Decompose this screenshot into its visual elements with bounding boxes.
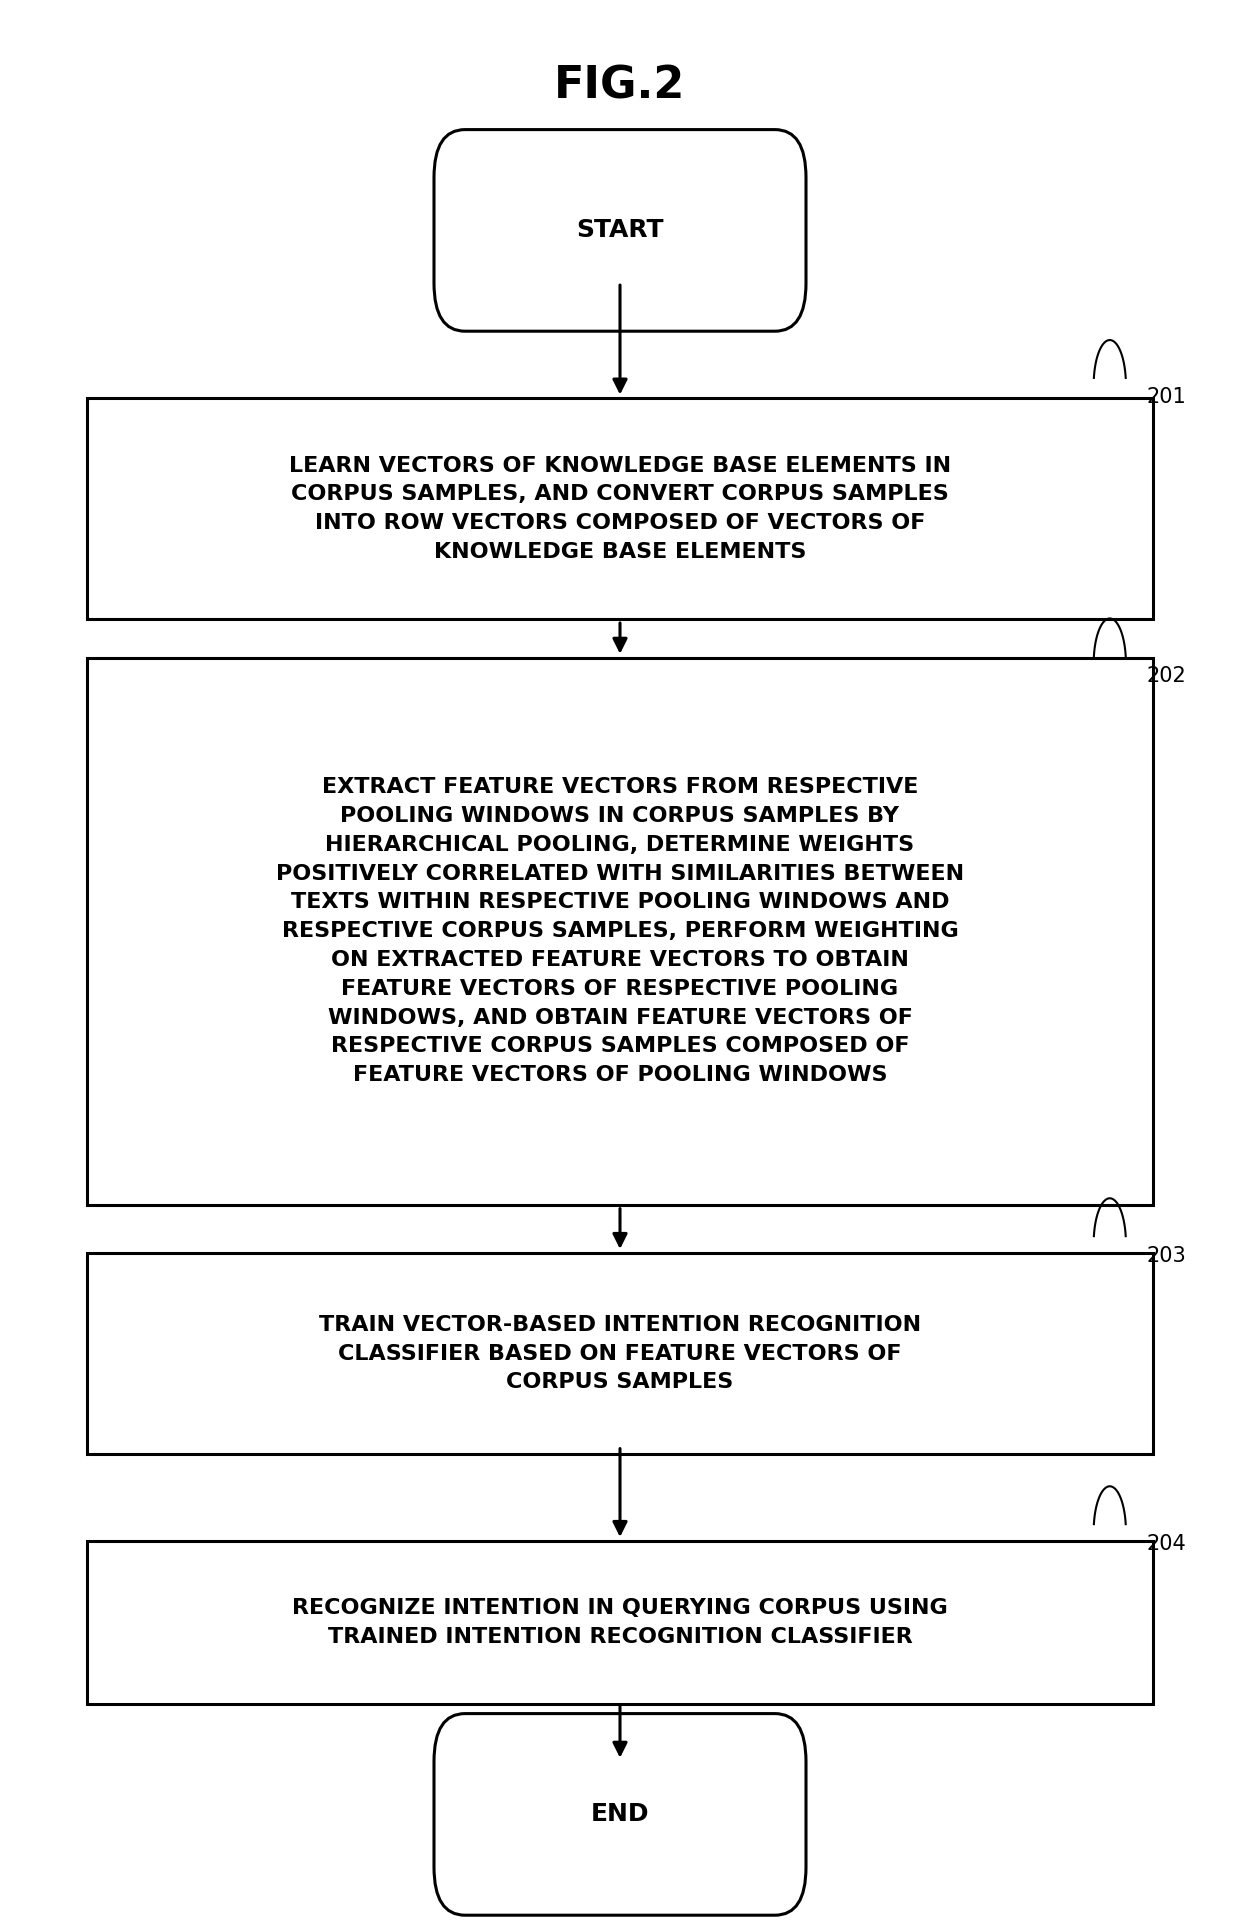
Text: 204: 204 xyxy=(1147,1534,1187,1553)
Text: 202: 202 xyxy=(1147,666,1187,685)
Text: FIG.2: FIG.2 xyxy=(554,65,686,108)
Text: TRAIN VECTOR-BASED INTENTION RECOGNITION
CLASSIFIER BASED ON FEATURE VECTORS OF
: TRAIN VECTOR-BASED INTENTION RECOGNITION… xyxy=(319,1315,921,1392)
Text: START: START xyxy=(577,219,663,242)
Text: RECOGNIZE INTENTION IN QUERYING CORPUS USING
TRAINED INTENTION RECOGNITION CLASS: RECOGNIZE INTENTION IN QUERYING CORPUS U… xyxy=(293,1597,947,1647)
Text: LEARN VECTORS OF KNOWLEDGE BASE ELEMENTS IN
CORPUS SAMPLES, AND CONVERT CORPUS S: LEARN VECTORS OF KNOWLEDGE BASE ELEMENTS… xyxy=(289,455,951,563)
FancyBboxPatch shape xyxy=(87,399,1153,618)
FancyBboxPatch shape xyxy=(87,1254,1153,1455)
FancyBboxPatch shape xyxy=(434,1713,806,1916)
Text: END: END xyxy=(590,1803,650,1826)
FancyBboxPatch shape xyxy=(87,1540,1153,1705)
Text: 201: 201 xyxy=(1147,388,1187,407)
Text: 203: 203 xyxy=(1147,1246,1187,1265)
FancyBboxPatch shape xyxy=(87,657,1153,1206)
Text: EXTRACT FEATURE VECTORS FROM RESPECTIVE
POOLING WINDOWS IN CORPUS SAMPLES BY
HIE: EXTRACT FEATURE VECTORS FROM RESPECTIVE … xyxy=(277,778,963,1085)
FancyBboxPatch shape xyxy=(434,131,806,330)
